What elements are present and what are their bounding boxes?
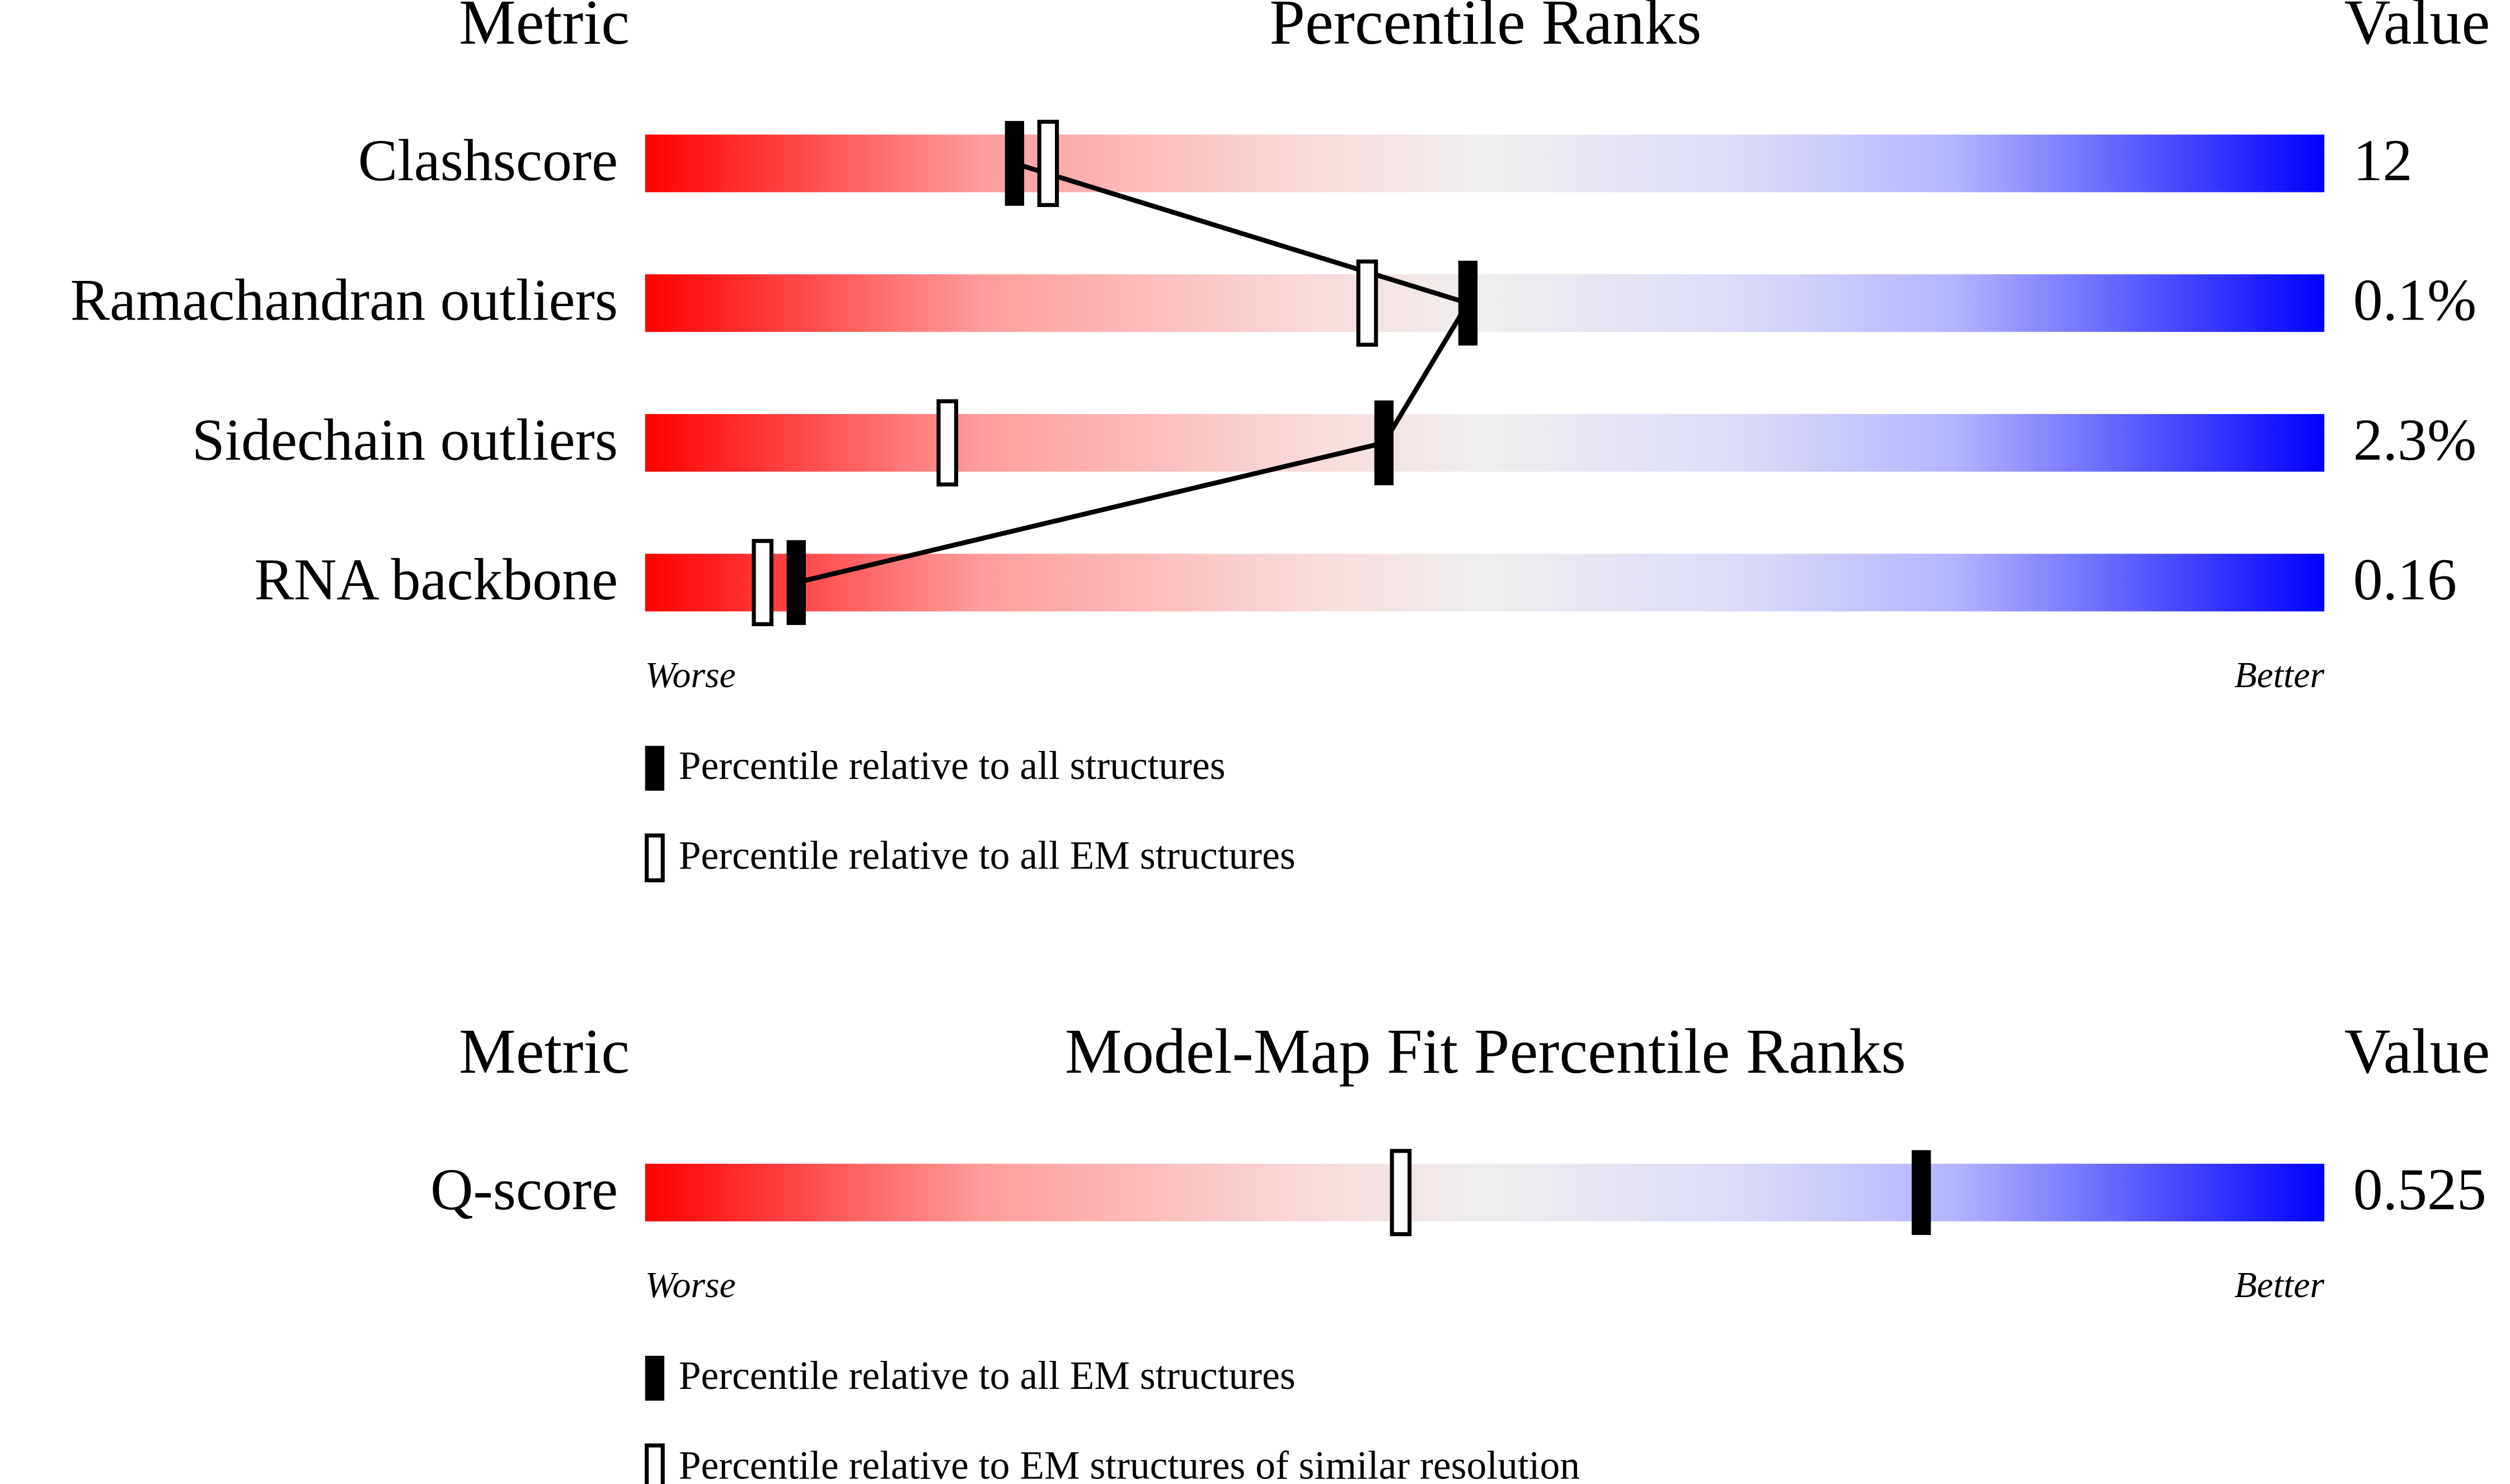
- marker-hollow: [1037, 120, 1059, 207]
- metric-label: Q-score: [430, 1157, 618, 1222]
- chart-title: Model-Map Fit Percentile Ranks: [1065, 1016, 1906, 1087]
- marker-solid: [1911, 1150, 1931, 1235]
- legend-icon: [644, 833, 665, 882]
- marker-solid: [1374, 400, 1394, 486]
- marker-hollow: [1356, 259, 1378, 347]
- marker-solid: [1458, 260, 1478, 346]
- marker-solid: [786, 540, 806, 625]
- metric-label: RNA backbone: [255, 547, 618, 612]
- legend-label: Percentile relative to all structures: [679, 744, 1226, 788]
- value-header: Value: [2344, 0, 2490, 58]
- legend-icon: [645, 1355, 665, 1401]
- chart-title: Percentile Ranks: [1269, 0, 1701, 58]
- marker-hollow: [936, 399, 959, 487]
- slider-bar: [645, 414, 2325, 472]
- worse-label: Worse: [645, 1265, 736, 1305]
- metric-value: 0.1%: [2353, 267, 2476, 333]
- metric-header: Metric: [459, 1016, 630, 1087]
- slider-bar: [645, 134, 2325, 192]
- worse-label: Worse: [645, 655, 736, 696]
- marker-hollow: [752, 539, 774, 627]
- better-label: Better: [2234, 655, 2324, 696]
- legend-icon: [645, 745, 665, 791]
- better-label: Better: [2234, 1265, 2324, 1305]
- slider-bar: [645, 1163, 2325, 1222]
- slider-bar: [645, 553, 2325, 612]
- metric-label: Sidechain outliers: [192, 407, 618, 472]
- metric-value: 2.3%: [2353, 407, 2476, 472]
- slider-bar: [645, 274, 2325, 332]
- metric-label: Clashscore: [358, 128, 618, 193]
- metric-header: Metric: [459, 0, 630, 58]
- metric-value: 0.16: [2353, 547, 2457, 612]
- marker-hollow: [1390, 1149, 1412, 1237]
- connector-line: [795, 161, 1472, 585]
- legend-label: Percentile relative to all EM structures: [679, 833, 1296, 877]
- metric-value: 12: [2353, 128, 2413, 193]
- legend-label: Percentile relative to EM structures of …: [679, 1443, 1580, 1484]
- metric-label: Ramachandran outliers: [71, 267, 618, 333]
- marker-solid: [1005, 121, 1024, 206]
- metric-value: 0.525: [2353, 1157, 2486, 1222]
- value-header: Value: [2344, 1016, 2490, 1087]
- legend-icon: [644, 1443, 665, 1484]
- legend-label: Percentile relative to all EM structures: [679, 1354, 1296, 1398]
